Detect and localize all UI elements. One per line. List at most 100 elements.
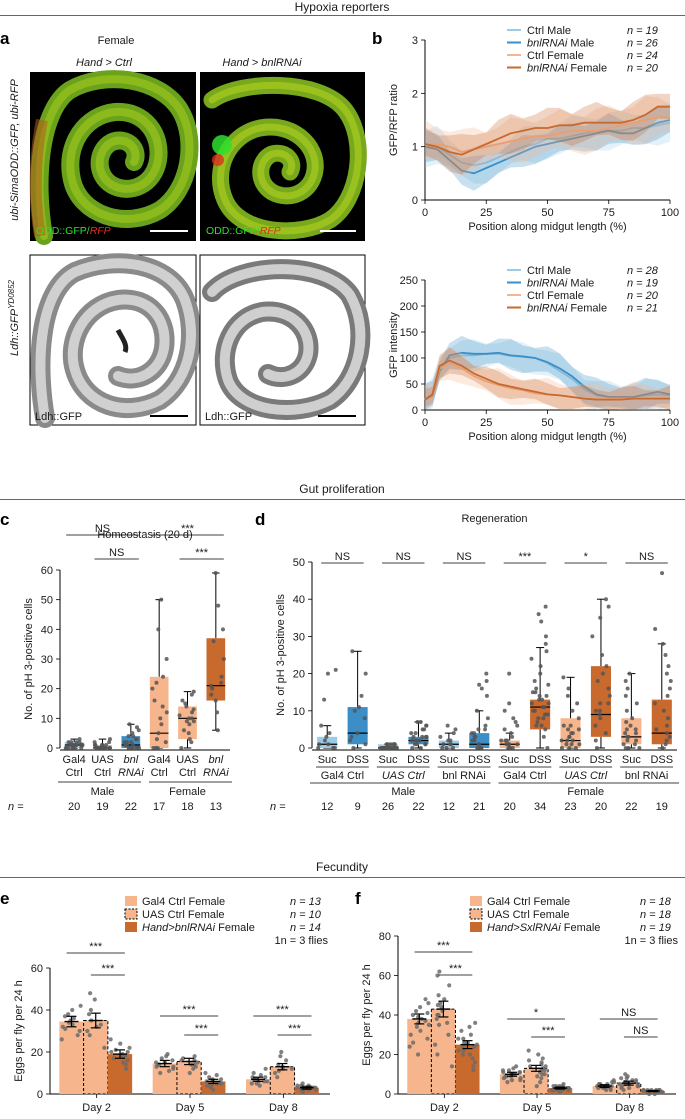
y-tick-label: 20 [379, 1050, 391, 1062]
data-point [414, 738, 419, 743]
n-value-1: 9 [355, 801, 361, 813]
data-point [506, 1068, 512, 1073]
data-point [434, 1016, 439, 1022]
gut-spiral-ctrl-odd [29, 70, 199, 245]
data-point [187, 722, 192, 727]
sig-label-3: *** [195, 547, 209, 559]
data-point [515, 742, 520, 747]
data-point [624, 727, 629, 732]
data-point [189, 692, 194, 697]
data-point [459, 1028, 464, 1033]
x-cat-label-l2-5: RNAi [203, 767, 229, 779]
sig-label-inner-1: *** [542, 1025, 556, 1037]
data-point [111, 1056, 116, 1061]
data-point [272, 1070, 278, 1076]
data-point [189, 740, 194, 745]
sig-label-outer-1: * [534, 1007, 539, 1019]
genotype-label-4: UAS Ctrl [564, 770, 607, 782]
data-point [92, 997, 97, 1002]
data-point [623, 679, 628, 684]
bar-0-0 [59, 1021, 84, 1094]
data-point [95, 746, 100, 750]
data-point [124, 1066, 129, 1071]
n-value-2: 22 [125, 801, 137, 813]
data-point [92, 740, 97, 745]
data-point [606, 701, 611, 706]
data-point [424, 723, 429, 728]
sig-label-outer-1: *** [183, 1004, 197, 1016]
sig-label-outer-0: *** [89, 941, 103, 953]
data-point [569, 742, 574, 747]
legend-swatch-0 [470, 896, 482, 906]
data-point [257, 1083, 262, 1088]
data-point [186, 731, 191, 736]
data-point [502, 708, 507, 713]
y-tick-label: 0 [299, 743, 305, 755]
data-point [567, 746, 572, 750]
data-point [439, 1005, 444, 1010]
data-point [355, 731, 360, 736]
y-tick-label: 30 [41, 654, 53, 666]
data-point [566, 727, 571, 732]
data-point [607, 693, 612, 698]
data-point [543, 727, 548, 732]
chart-d: Regeneration 0 10 20 30 40 50 No. of pH 3-posit… [270, 513, 679, 813]
data-point [444, 746, 449, 750]
data-point [77, 740, 82, 745]
data-point [319, 723, 324, 728]
data-point [440, 746, 445, 750]
data-point [213, 570, 218, 575]
data-point [534, 1084, 539, 1089]
data-point [541, 716, 546, 721]
data-point [177, 713, 182, 718]
data-point [314, 1087, 319, 1092]
data-point [425, 1036, 430, 1041]
data-point [165, 1052, 170, 1057]
x-cat-label-l2-1: Ctrl [94, 767, 111, 779]
data-point [534, 686, 539, 691]
data-point [435, 1052, 440, 1057]
data-point [619, 1076, 624, 1081]
x-cat-label-0: Day 2 [82, 1102, 111, 1114]
gut-spiral-bnl-ldh [202, 259, 371, 420]
data-point [445, 723, 450, 728]
data-point [448, 742, 453, 747]
data-point [415, 719, 420, 724]
data-point [415, 1052, 421, 1057]
data-point [514, 1064, 519, 1069]
data-point [568, 723, 573, 728]
n-value-5: 21 [473, 801, 485, 813]
y-tick-label: 0 [412, 405, 418, 417]
chart-c: Homeostasis (20 d) 0 10 20 30 40 50 60 No. of pH… [8, 523, 232, 813]
x-tick-label: 75 [603, 417, 615, 429]
box-5 [206, 638, 226, 701]
data-point [626, 734, 631, 739]
data-point [189, 716, 194, 721]
data-point [424, 734, 429, 739]
data-point [546, 682, 551, 687]
data-point [478, 746, 483, 750]
x-cat-label-2: Day 8 [269, 1102, 298, 1114]
data-point [423, 742, 428, 747]
n-value-4: 18 [181, 801, 193, 813]
y-tick-label: 0 [412, 195, 418, 207]
x-cat-label-1: DSS [346, 754, 369, 766]
data-point [565, 738, 570, 743]
data-point [410, 746, 415, 750]
legend-n-0: n = 19 [627, 25, 658, 37]
data-point [603, 597, 608, 602]
legend-label-2: Hand>bnlRNAi Female [142, 922, 255, 934]
legend-label-2: Ctrl Female [527, 290, 584, 302]
img3-label: Ldh::GFP [35, 411, 82, 423]
data-point [533, 690, 538, 695]
data-point [479, 686, 484, 691]
data-point [593, 723, 598, 728]
data-point [467, 1024, 472, 1029]
data-point [322, 697, 327, 702]
data-point [625, 686, 630, 691]
data-point [653, 626, 658, 631]
data-point [468, 1032, 474, 1037]
data-point [627, 1085, 632, 1091]
data-point [441, 742, 446, 747]
gut-spiral-bnl-odd [203, 76, 367, 240]
